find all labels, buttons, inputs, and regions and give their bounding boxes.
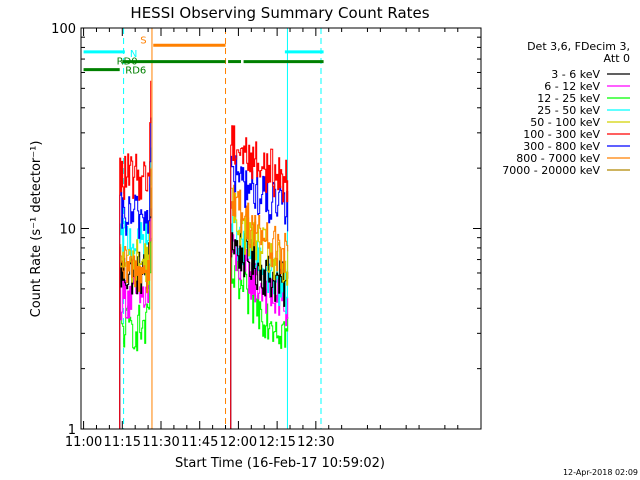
x-tick-label: 12:15 — [258, 435, 295, 450]
x-tick-label: 12:00 — [220, 435, 257, 450]
x-tick-label: 12:30 — [297, 435, 334, 450]
legend-label: 6 - 12 keV — [544, 80, 600, 93]
series-trace-300-800keV — [230, 155, 289, 429]
y-tick-label: 1 — [68, 423, 76, 438]
flag-label-S: S — [140, 35, 146, 46]
axes: 11:00 11:15 11:30 11:45 12:00 12:15 12:30 1 10 10… — [51, 22, 481, 450]
legend-label: 800 - 7000 keV — [516, 152, 600, 165]
y-axis-label: Count Rate (s⁻¹ detector⁻¹) — [29, 141, 44, 318]
x-tick-label: 11:30 — [142, 435, 179, 450]
x-tick-label: 11:00 — [65, 435, 102, 450]
x-tick-label: 11:45 — [181, 435, 218, 450]
series-trace-800-7000keV — [119, 169, 152, 429]
series-trace-50-100keV — [230, 187, 289, 429]
y-tick-label: 100 — [51, 22, 76, 37]
flag-label-N: N — [130, 49, 137, 60]
legend-label: 7000 - 20000 keV — [502, 164, 600, 177]
flag-bars: NSRD0RD6 — [83, 35, 324, 77]
legend-label: 50 - 100 keV — [530, 116, 600, 129]
series-trace-300-800keV — [119, 117, 152, 429]
series-trace-25-50keV — [119, 147, 152, 429]
legend-label: 25 - 50 keV — [537, 104, 600, 117]
legend-label: 300 - 800 keV — [523, 140, 600, 153]
series-traces — [119, 80, 289, 429]
chart-title: HESSI Observing Summary Count Rates — [130, 4, 429, 22]
event-markers — [123, 28, 322, 429]
series-trace-12-25keV — [230, 246, 289, 429]
x-tick-label: 11:15 — [104, 435, 141, 450]
flag-label-RD6: RD6 — [125, 66, 146, 77]
series-trace-800-7000keV — [230, 184, 289, 429]
series-trace-100-300keV — [230, 125, 289, 429]
y-tick-label: 10 — [59, 223, 76, 238]
legend-title-line: Att 0 — [604, 52, 630, 65]
series-trace-100-300keV — [119, 80, 152, 429]
legend-label: 100 - 300 keV — [523, 128, 600, 141]
timestamp: 12-Apr-2018 02:09 — [563, 468, 638, 477]
series-trace-12-25keV — [119, 237, 152, 429]
legend-label: 3 - 6 keV — [551, 68, 600, 81]
legend-title-line: Det 3,6, FDecim 3, — [527, 40, 630, 53]
legend-label: 12 - 25 keV — [537, 92, 600, 105]
x-axis-label: Start Time (16-Feb-17 10:59:02) — [175, 456, 385, 471]
